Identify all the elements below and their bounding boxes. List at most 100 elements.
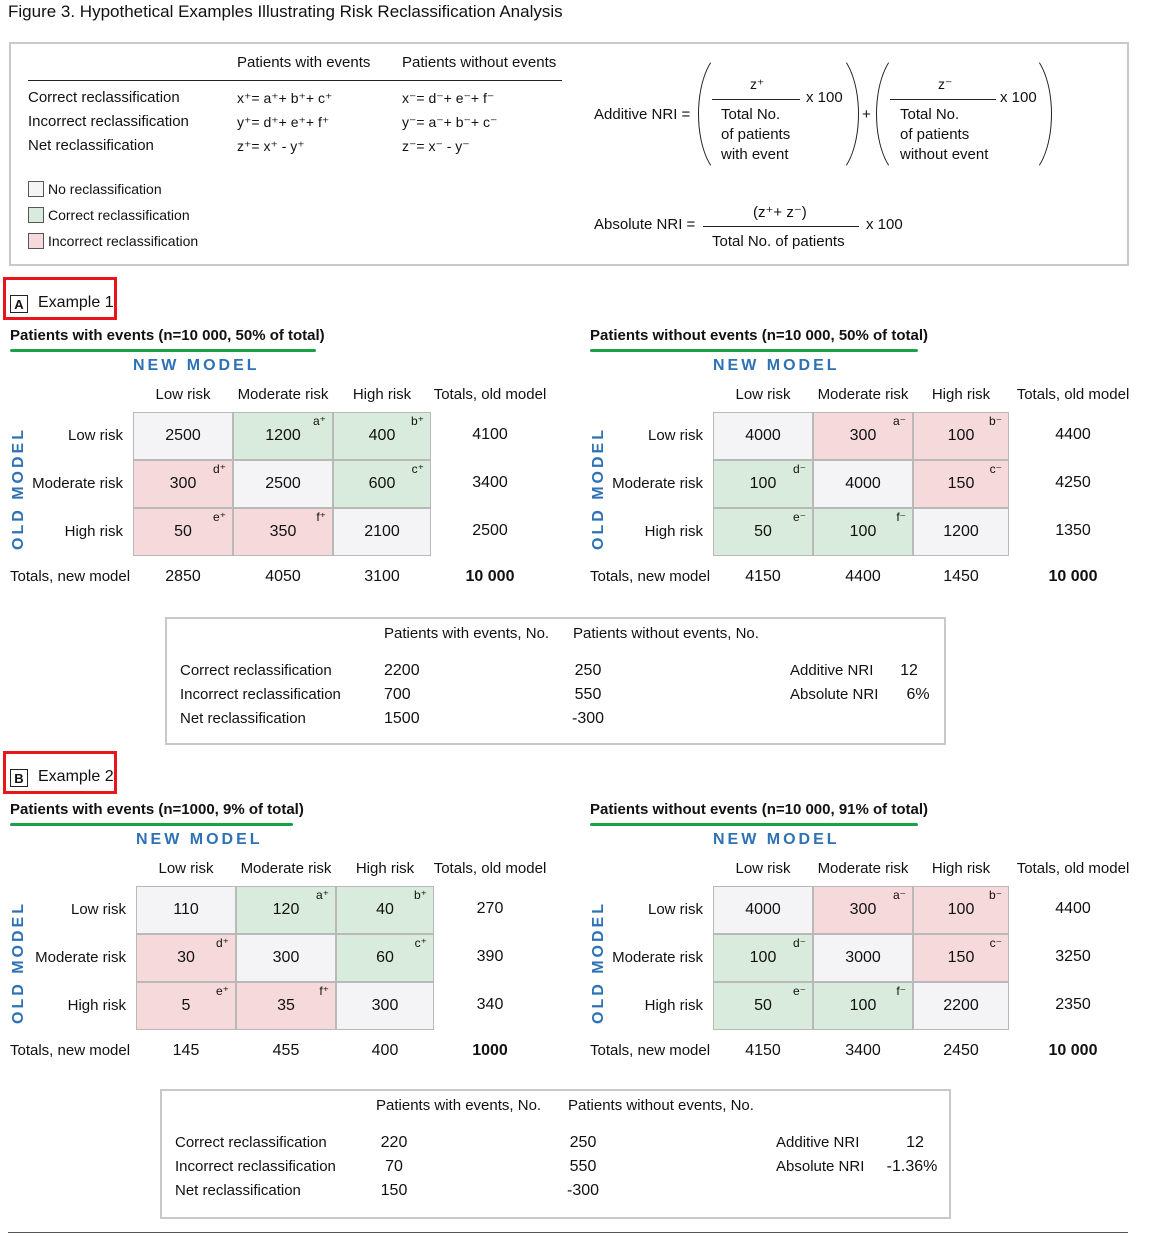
right-paren-2 [992, 50, 1052, 178]
cell-value: 4000 [745, 901, 781, 918]
def-events-incorrect: y⁺= d⁺+ e⁺+ f⁺ [237, 114, 330, 130]
col-total: 4400 [845, 568, 881, 585]
header-col-no-events: Patients without events [402, 54, 557, 71]
matrix-cell: 40 b⁺ [336, 886, 434, 934]
new-model-label: NEW MODEL [136, 831, 263, 848]
col-total: 2850 [165, 568, 201, 585]
summary-box [160, 1089, 951, 1219]
matrix-cell: 60 c⁺ [336, 934, 434, 982]
col-header-totals-old: Totals, old model [1016, 386, 1130, 403]
summary-row-label: Incorrect reclassification [180, 686, 341, 703]
cell-value: 300 [371, 997, 399, 1014]
summary-col-no-events: Patients without events, No. [573, 625, 759, 642]
col-total: 1450 [943, 568, 979, 585]
col-total: 455 [272, 1042, 300, 1059]
matrix-cell: 2200 [913, 982, 1009, 1030]
cell-value: 35 [277, 997, 295, 1014]
title-underline [590, 349, 918, 352]
matrix-cell: 35 f⁺ [236, 982, 336, 1030]
frac2-bar [890, 99, 996, 100]
figure-title: Figure 3. Hypothetical Examples Illustra… [8, 2, 563, 21]
cell-value: 350 [269, 523, 297, 540]
no-events-panel-title: Patients without events (n=10 000, 91% o… [590, 801, 928, 818]
cell-value: 150 [947, 475, 975, 492]
matrix-cell: 110 [136, 886, 236, 934]
cell-value: 100 [947, 427, 975, 444]
grand-total: 10 000 [465, 568, 515, 585]
col-total: 4150 [745, 568, 781, 585]
frac1-den-1: Total No. [721, 106, 781, 123]
header-rule [28, 80, 562, 81]
matrix-cell: 400 b⁺ [333, 412, 431, 460]
summary-events-value: 1500 [384, 710, 420, 727]
matrix-cell: 300 [336, 982, 434, 1030]
cell-superscript: a⁻ [892, 414, 906, 428]
cell-value: 4000 [845, 475, 881, 492]
col-header: High risk [931, 386, 991, 403]
summary-row-label: Net reclassification [175, 1182, 301, 1199]
absolute-nri-value: -1.36% [886, 1158, 938, 1175]
matrix-cell: 150 c⁻ [913, 460, 1009, 508]
cell-value: 100 [749, 475, 777, 492]
abs-denominator: Total No. of patients [712, 233, 845, 250]
left-paren-1 [698, 50, 758, 178]
col-total: 3400 [845, 1042, 881, 1059]
matrix-cell: 150 c⁻ [913, 934, 1009, 982]
cell-value: 30 [177, 949, 195, 966]
bottom-rule [8, 1232, 1128, 1233]
col-total: 145 [172, 1042, 200, 1059]
cell-value: 60 [376, 949, 394, 966]
cell-superscript: d⁺ [212, 462, 226, 476]
cell-value: 150 [947, 949, 975, 966]
frac2-den-2: of patients [900, 126, 970, 143]
matrix-cell: 1200 a⁺ [233, 412, 333, 460]
abs-times100: x 100 [866, 216, 903, 233]
totals-new-model-label: Totals, new model [10, 1042, 131, 1059]
col-total: 3100 [364, 568, 400, 585]
cell-value: 100 [849, 997, 877, 1014]
summary-events-value: 700 [384, 686, 411, 703]
cell-value: 2100 [364, 523, 400, 540]
legend-label-correct: Correct reclassification [48, 207, 190, 223]
summary-no-events-value: 250 [574, 662, 602, 679]
summary-no-events-value: 250 [569, 1134, 597, 1151]
summary-events-value: 150 [380, 1182, 408, 1199]
example-letter: B [10, 769, 28, 787]
additive-nri-value: 12 [900, 662, 918, 679]
frac1-times100: x 100 [806, 89, 843, 106]
cell-superscript: f⁺ [316, 510, 326, 524]
summary-row-label: Correct reclassification [175, 1134, 327, 1151]
summary-col-events: Patients with events, No. [384, 625, 550, 642]
cell-value: 100 [849, 523, 877, 540]
summary-box [165, 617, 946, 745]
abs-bar [703, 226, 859, 227]
row-header: High risk [64, 523, 123, 540]
totals-new-model-label: Totals, new model [590, 1042, 711, 1059]
abs-numerator: (z⁺+ z⁻) [753, 204, 807, 221]
legend-label-incorrect: Incorrect reclassification [48, 233, 199, 249]
summary-no-events-value: 550 [569, 1158, 597, 1175]
row-header: Low risk [70, 901, 126, 918]
def-events-correct: x⁺= a⁺+ b⁺+ c⁺ [237, 90, 333, 106]
summary-events-value: 70 [385, 1158, 403, 1175]
cell-value: 120 [272, 901, 300, 918]
matrix-cell: 100 f⁻ [813, 982, 913, 1030]
summary-row-label: Net reclassification [180, 710, 306, 727]
summary-no-events-value: -300 [566, 1182, 600, 1199]
row-total: 270 [476, 900, 504, 917]
legend-swatch-incorrect [28, 233, 44, 249]
events-panel-title: Patients with events (n=1000, 9% of tota… [10, 801, 304, 818]
row-total: 390 [476, 948, 504, 965]
matrix-cell: 50 e⁻ [713, 982, 813, 1030]
frac2-den-1: Total No. [900, 106, 960, 123]
cell-value: 400 [368, 427, 396, 444]
example-highlight-box [3, 751, 117, 794]
matrix-cell: 120 a⁺ [236, 886, 336, 934]
matrix-cell: 4000 [813, 460, 913, 508]
matrix-cell: 100 b⁻ [913, 412, 1009, 460]
summary-events-value: 2200 [384, 662, 420, 679]
title-underline [10, 349, 316, 352]
cell-superscript: e⁻ [792, 510, 806, 524]
grand-total: 10 000 [1048, 1042, 1098, 1059]
col-header: Moderate risk [817, 860, 909, 877]
